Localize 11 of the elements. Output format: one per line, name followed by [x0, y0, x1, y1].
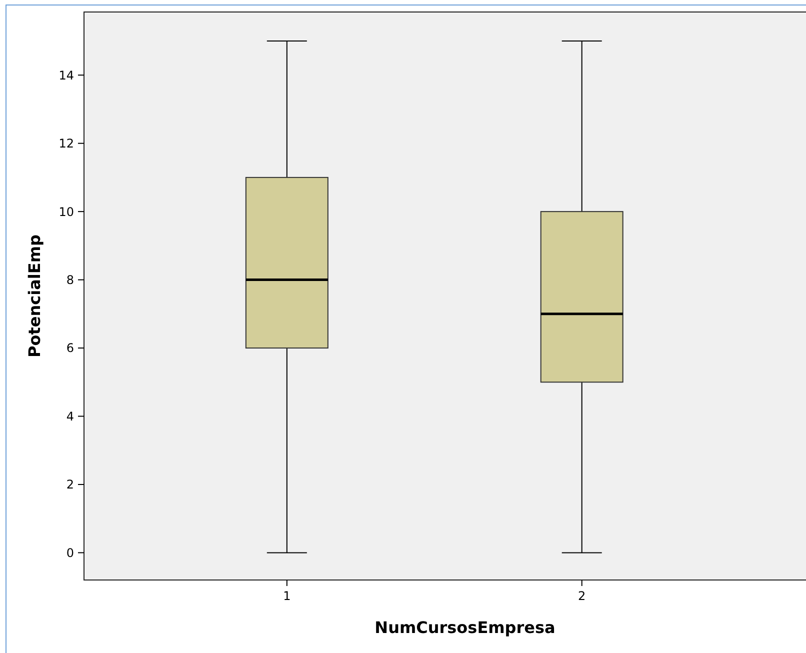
y-axis-title: PotencialEmp	[25, 234, 44, 358]
y-tick-label: 6	[66, 341, 74, 356]
y-tick-label: 2	[66, 478, 74, 492]
y-tick-label: 8	[66, 272, 74, 287]
x-axis-title: NumCursosEmpresa	[374, 618, 556, 637]
x-tick-label: 1	[283, 589, 291, 603]
y-tick-label: 4	[66, 409, 74, 424]
y-tick-label: 10	[58, 204, 74, 219]
y-tick-label: 12	[58, 136, 74, 151]
y-tick-label: 0	[66, 546, 74, 560]
y-tick-label: 14	[58, 68, 74, 82]
